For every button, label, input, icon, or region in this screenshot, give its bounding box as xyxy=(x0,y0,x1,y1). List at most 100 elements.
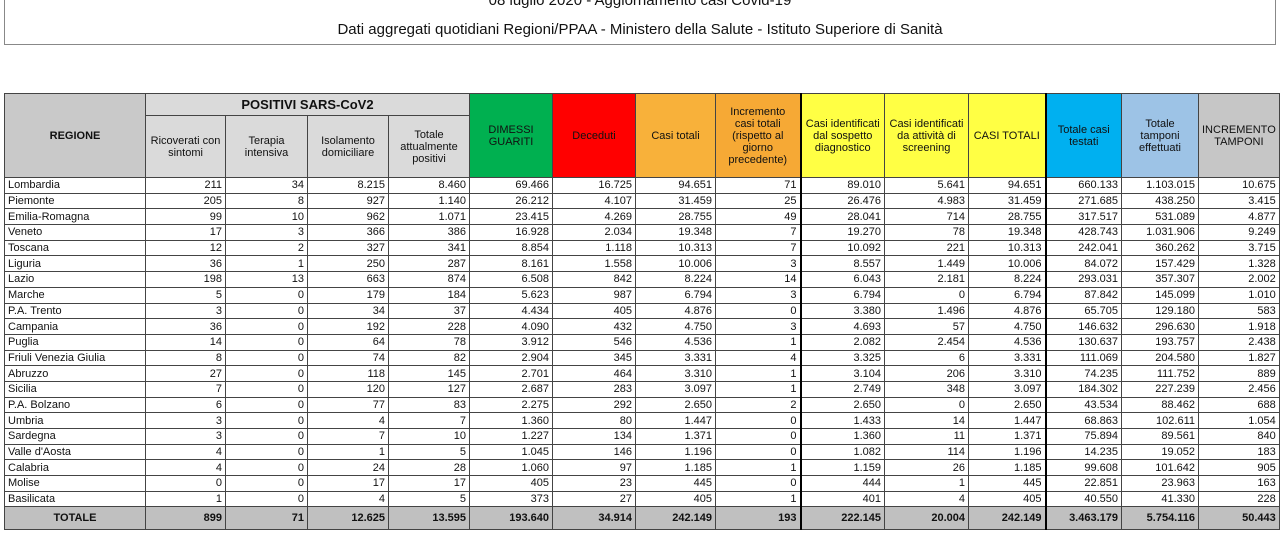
table-cell: 50.443 xyxy=(1198,506,1280,531)
table-cell: 5 xyxy=(145,286,226,304)
table-cell: 0 xyxy=(225,396,308,414)
table-cell: 296.630 xyxy=(1121,318,1199,335)
table-cell: 183 xyxy=(1198,443,1280,461)
table-cell: 89.561 xyxy=(1121,428,1199,445)
col-header-ricoverati: Ricoverati con sintomi xyxy=(145,115,226,178)
table-cell: 78 xyxy=(884,224,969,241)
table-cell: 0 xyxy=(225,412,308,429)
table-cell: 2.454 xyxy=(884,333,969,351)
table-cell: 111.752 xyxy=(1121,365,1199,382)
table-cell: 293.031 xyxy=(1044,271,1122,288)
table-cell: 3.463.179 xyxy=(1044,506,1122,531)
col-header-casi-totali: Casi totali xyxy=(635,93,716,178)
table-cell: 1.371 xyxy=(968,428,1046,445)
table-cell: 146 xyxy=(552,443,636,461)
region-name: Veneto xyxy=(4,224,146,241)
region-name: Toscana xyxy=(4,239,146,257)
table-cell: 64 xyxy=(307,333,389,351)
table-cell: 146.632 xyxy=(1044,318,1122,335)
table-cell: 222.145 xyxy=(799,506,885,531)
table-cell: 3 xyxy=(715,286,801,304)
table-cell: 179 xyxy=(307,286,389,304)
table-cell: 250 xyxy=(307,255,389,273)
table-cell: 0 xyxy=(225,365,308,382)
table-cell: 386 xyxy=(388,224,470,241)
table-row: Molise 0 0 17 17 405 23 445 0 444 1 445 22.851 23.963… xyxy=(4,475,1280,492)
table-cell: 444 xyxy=(799,475,885,492)
table-cell: 0 xyxy=(225,475,308,492)
table-cell: 3 xyxy=(145,428,226,445)
table-cell: 3.912 xyxy=(469,333,553,351)
table-cell: 0 xyxy=(884,286,969,304)
table-cell: 145 xyxy=(388,365,470,382)
table-cell: 20.004 xyxy=(884,506,969,531)
table-cell: 94.651 xyxy=(635,177,716,194)
table-cell: 68.863 xyxy=(1044,412,1122,429)
table-cell: 405 xyxy=(968,490,1046,508)
table-cell: 228 xyxy=(1198,490,1280,508)
table-cell: 31.459 xyxy=(635,192,716,210)
table-row: Lazio 198 13 663 874 6.508 842 8.224 14 6.043 2.18… xyxy=(4,271,1280,288)
table-cell: 34 xyxy=(225,177,308,194)
table-cell: 899 xyxy=(145,506,226,531)
table-cell: 118 xyxy=(307,365,389,382)
table-cell: 5 xyxy=(388,443,470,461)
region-name: Emilia-Romagna xyxy=(4,208,146,226)
table-cell: 3 xyxy=(225,224,308,241)
table-cell: 0 xyxy=(145,475,226,492)
table-cell: 1 xyxy=(225,255,308,273)
table-cell: 2 xyxy=(715,396,801,414)
table-cell: 4.536 xyxy=(968,333,1046,351)
table-cell: 373 xyxy=(469,490,553,508)
table-cell: 6 xyxy=(884,349,969,367)
table-cell: 341 xyxy=(388,239,470,257)
table-cell: 962 xyxy=(307,208,389,226)
table-cell: 242.149 xyxy=(635,506,716,531)
table-cell: 3.331 xyxy=(968,349,1046,367)
table-cell: 357.307 xyxy=(1121,271,1199,288)
table-cell: 3.104 xyxy=(799,365,885,382)
table-cell: 660.133 xyxy=(1044,177,1122,194)
table-cell: 65.705 xyxy=(1044,302,1122,320)
table-cell: 4.269 xyxy=(552,208,636,226)
table-cell: 1.196 xyxy=(635,443,716,461)
region-name: Lazio xyxy=(4,271,146,288)
report-title: 08 luglio 2020 - Aggiornamento casi Covi… xyxy=(488,0,792,9)
col-header-regione: REGIONE xyxy=(4,93,146,178)
table-cell: 13 xyxy=(225,271,308,288)
table-cell: 77 xyxy=(307,396,389,414)
table-cell: 12.625 xyxy=(307,506,389,531)
table-cell: 4 xyxy=(307,412,389,429)
table-cell: 78 xyxy=(388,333,470,351)
table-cell: 26 xyxy=(884,459,969,477)
table-cell: 317.517 xyxy=(1044,208,1122,226)
table-cell: 228 xyxy=(388,318,470,335)
table-cell: 3.415 xyxy=(1198,192,1280,210)
table-cell: 405 xyxy=(552,302,636,320)
table-cell: 193 xyxy=(715,506,801,531)
table-cell: 2.687 xyxy=(469,380,553,398)
table-row: Friuli Venezia Giulia 8 0 74 82 2.904 345 3.331… xyxy=(4,349,1280,367)
table-cell: 28.041 xyxy=(799,208,885,226)
table-cell: 842 xyxy=(552,271,636,288)
table-row: Umbria 3 0 4 7 1.360 80 1.447 0 1.433 14 1.447 68.86… xyxy=(4,412,1280,429)
table-cell: 1.054 xyxy=(1198,412,1280,429)
table-cell: 10.006 xyxy=(968,255,1046,273)
table-cell: 3.325 xyxy=(799,349,885,367)
table-cell: 120 xyxy=(307,380,389,398)
table-cell: 1.045 xyxy=(469,443,553,461)
table-cell: 84.072 xyxy=(1044,255,1122,273)
table-cell: 366 xyxy=(307,224,389,241)
table-cell: 134 xyxy=(552,428,636,445)
region-name: Marche xyxy=(4,286,146,304)
table-row: Puglia 14 0 64 78 3.912 546 4.536 1 2.082 2.454 4.5… xyxy=(4,333,1280,351)
table-cell: 1 xyxy=(715,365,801,382)
table-cell: 531.089 xyxy=(1121,208,1199,226)
table-cell: 8.224 xyxy=(635,271,716,288)
table-row: Lombardia 211 34 8.215 8.460 69.466 16.725 94.6… xyxy=(4,177,1280,194)
table-cell: 0 xyxy=(225,333,308,351)
table-row: Piemonte 205 8 927 1.140 26.212 4.107 31.459 25 2… xyxy=(4,192,1280,210)
table-cell: 206 xyxy=(884,365,969,382)
table-cell: 2.904 xyxy=(469,349,553,367)
table-cell: 6.794 xyxy=(799,286,885,304)
